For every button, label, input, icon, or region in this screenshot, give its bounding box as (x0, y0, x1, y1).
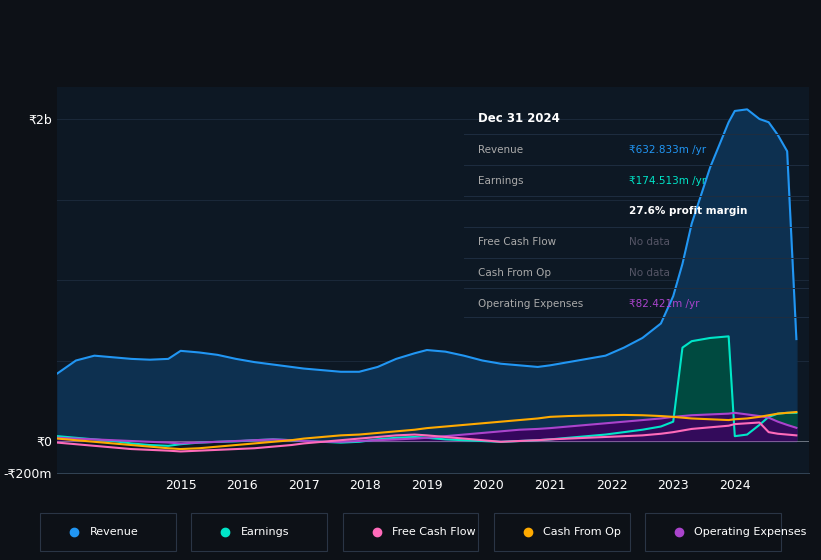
Text: No data: No data (630, 268, 670, 278)
Text: ₹82.421m /yr: ₹82.421m /yr (630, 299, 699, 309)
Text: Operating Expenses: Operating Expenses (478, 299, 583, 309)
Text: Free Cash Flow: Free Cash Flow (392, 527, 475, 537)
Text: Cash From Op: Cash From Op (543, 527, 621, 537)
Text: Earnings: Earnings (241, 527, 289, 537)
Text: Revenue: Revenue (478, 145, 523, 155)
Text: ₹174.513m /yr: ₹174.513m /yr (630, 176, 707, 185)
Text: Operating Expenses: Operating Expenses (694, 527, 806, 537)
Text: Cash From Op: Cash From Op (478, 268, 551, 278)
Text: 27.6% profit margin: 27.6% profit margin (630, 207, 748, 216)
Text: Dec 31 2024: Dec 31 2024 (478, 113, 560, 125)
Text: ₹632.833m /yr: ₹632.833m /yr (630, 145, 707, 155)
Text: No data: No data (630, 237, 670, 247)
Text: Earnings: Earnings (478, 176, 523, 185)
Text: Revenue: Revenue (89, 527, 138, 537)
Text: Free Cash Flow: Free Cash Flow (478, 237, 556, 247)
